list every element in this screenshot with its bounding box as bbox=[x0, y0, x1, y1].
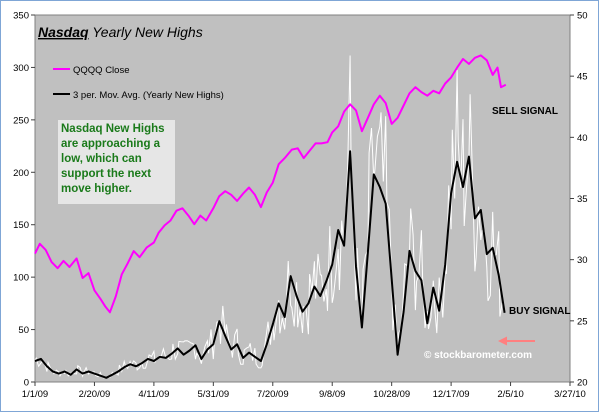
y-left-tick-label: 300 bbox=[13, 63, 29, 74]
y-right-tick-label: 20 bbox=[577, 378, 588, 389]
series-line-qqqq-close bbox=[34, 54, 507, 314]
callout-box: Nasdaq New Highs are approaching a low, … bbox=[58, 120, 175, 204]
chart-title-rest: Yearly New Highs bbox=[92, 24, 203, 40]
buy-signal-label: BUY SIGNAL bbox=[509, 306, 571, 317]
buy-signal-arrow bbox=[498, 336, 535, 346]
y-left-tick-label: 50 bbox=[18, 325, 29, 336]
y-right-tick-label: 45 bbox=[577, 72, 588, 83]
y-right-tick-label: 30 bbox=[577, 255, 588, 266]
daily-new-highs-spikes bbox=[34, 55, 503, 379]
x-tick-label: 4/11/09 bbox=[138, 389, 169, 400]
y-right-tick-label: 40 bbox=[577, 133, 588, 144]
y-left-tick-label: 350 bbox=[13, 11, 29, 22]
x-tick-label: 7/20/09 bbox=[257, 389, 289, 400]
legend-label-qqqq-close: QQQQ Close bbox=[73, 65, 130, 76]
watermark: © stockbarometer.com bbox=[424, 350, 532, 361]
x-tick-label: 1/1/09 bbox=[22, 389, 48, 400]
y-left-tick-label: 150 bbox=[13, 220, 29, 231]
y-left-tick-label: 250 bbox=[13, 115, 29, 126]
y-right-tick-label: 25 bbox=[577, 316, 588, 327]
series-line-3-per-mov-avg-yearly-new-highs bbox=[34, 150, 506, 379]
chart-title-bold: Nasdaq bbox=[38, 24, 89, 40]
x-tick-label: 5/31/09 bbox=[197, 389, 229, 400]
x-tick-label: 2/20/09 bbox=[79, 389, 111, 400]
chart-title: Nasdaq Yearly New Highs bbox=[38, 24, 203, 40]
y-left-tick-label: 0 bbox=[24, 378, 29, 389]
legend-label-moving-average: 3 per. Mov. Avg. (Yearly New Highs) bbox=[73, 90, 224, 101]
x-tick-label: 12/17/09 bbox=[433, 389, 470, 400]
x-tick-label: 9/8/09 bbox=[319, 389, 345, 400]
y-left-tick-label: 200 bbox=[13, 168, 29, 179]
y-right-tick-label: 50 bbox=[577, 11, 588, 22]
x-tick-label: 3/27/10 bbox=[554, 389, 586, 400]
legend: QQQQ Close 3 per. Mov. Avg. (Yearly New … bbox=[53, 65, 224, 101]
x-tick-label: 10/28/09 bbox=[373, 389, 410, 400]
sell-signal-label: SELL SIGNAL bbox=[492, 106, 558, 117]
y-right-tick-label: 35 bbox=[577, 194, 588, 205]
x-tick-label: 2/5/10 bbox=[497, 389, 523, 400]
y-left-tick-label: 100 bbox=[13, 273, 29, 284]
callout-text: Nasdaq New Highs are approaching a low, … bbox=[61, 123, 165, 195]
